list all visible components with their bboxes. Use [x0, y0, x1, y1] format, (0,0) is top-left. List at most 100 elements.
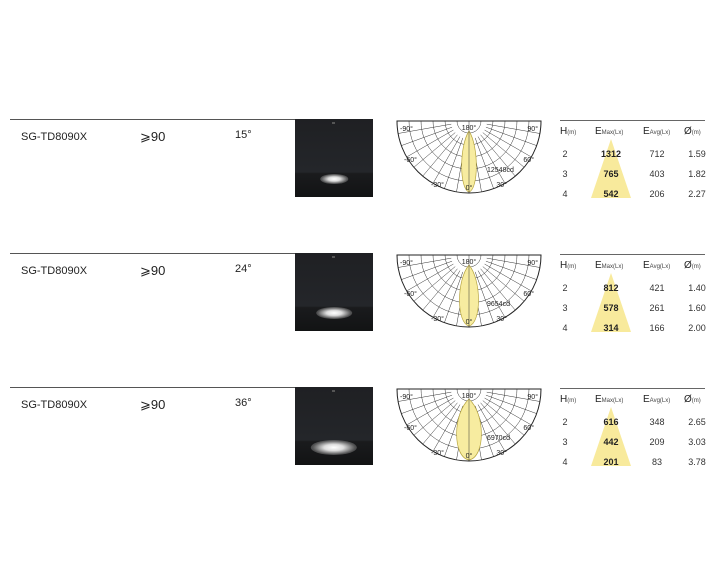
- table-rule: [560, 388, 705, 389]
- grid-radial: [422, 402, 458, 445]
- cell-height: 4: [562, 189, 568, 199]
- polar-label-right90: 90°: [527, 125, 538, 133]
- grid-radial: [484, 129, 532, 158]
- header-emax-unit: Max(Lx): [601, 398, 624, 404]
- polar-outline: [396, 388, 542, 462]
- model-number: SG-TD8090X: [21, 399, 88, 411]
- beam-photo: [295, 119, 373, 197]
- grid-radial: [401, 126, 453, 146]
- header-h: H(m): [560, 126, 576, 137]
- header-emax: EMax(Lx): [595, 394, 623, 405]
- cell-eavg: 261: [649, 303, 665, 313]
- grid-radial: [401, 260, 453, 280]
- grid-radial: [413, 266, 456, 302]
- illuminance-table: H(m) EMax(Lx) EAvg(Lx) Ø(m) 2 616 348 2.65 3…: [557, 387, 709, 467]
- cell-height: 2: [562, 149, 568, 159]
- header-h-label: H: [560, 260, 568, 271]
- header-dia-label: Ø: [684, 126, 692, 137]
- header-emax: EMax(Lx): [595, 126, 623, 137]
- polar-label-right30: 30°: [496, 315, 507, 323]
- product-row: SG-TD8090X ⩾90 24° 180° -90° 90° -60° 60° -30…: [0, 253, 727, 333]
- beam-angle: 36°: [235, 397, 252, 409]
- cell-eavg: 166: [649, 323, 665, 333]
- light-spot: [320, 174, 348, 184]
- fixture-dot: [332, 390, 335, 392]
- header-dia-unit: (m): [691, 398, 701, 404]
- polar-label-left90: -90°: [400, 259, 413, 267]
- grid-radial: [480, 402, 516, 445]
- product-row: SG-TD8090X ⩾90 15° 180° -90° 90° -60° 60° -30…: [0, 119, 727, 199]
- cell-diameter: 3.78: [688, 457, 706, 467]
- header-emax-label: E: [595, 260, 602, 271]
- fixture-dot: [332, 256, 335, 258]
- grid-radial: [398, 123, 452, 134]
- grid-radial: [413, 400, 456, 436]
- header-h: H(m): [560, 394, 576, 405]
- illuminance-cone: [591, 139, 631, 198]
- cell-diameter: 2.00: [688, 323, 706, 333]
- grid-radial: [406, 263, 454, 292]
- header-eavg: EAvg(Lx): [643, 126, 670, 137]
- divider: [10, 253, 296, 254]
- peak-intensity: 12548cd: [487, 167, 514, 174]
- polar-label-right60: 60°: [523, 424, 534, 432]
- grid-radial: [482, 400, 525, 436]
- illuminance-cone: [591, 407, 631, 466]
- grid-radial: [477, 136, 506, 184]
- cell-eavg: 348: [649, 417, 665, 427]
- header-eavg-unit: Avg(Lx): [649, 130, 671, 136]
- polar-diagram: 180° -90° 90° -60° 60° -30° 30° 0° 9654cd: [396, 254, 542, 328]
- cell-height: 4: [562, 457, 568, 467]
- grid-radial: [432, 136, 461, 184]
- cell-emax: 765: [603, 169, 619, 179]
- grid-radial: [482, 266, 525, 302]
- grid-radial: [480, 268, 516, 311]
- grid-radial: [406, 129, 454, 158]
- header-dia-label: Ø: [684, 260, 692, 271]
- grid-radial: [484, 263, 532, 292]
- header-emax: EMax(Lx): [595, 260, 623, 271]
- header-eavg-label: E: [643, 126, 650, 137]
- cri-value: ⩾90: [140, 129, 166, 144]
- cell-emax: 542: [603, 189, 619, 199]
- divider: [10, 119, 296, 120]
- polar-label-left90: -90°: [400, 393, 413, 401]
- grid-radial: [485, 126, 537, 146]
- grid-radial: [486, 123, 540, 134]
- peak-intensity: 9654cd: [487, 301, 510, 308]
- polar-label-top: 180°: [462, 124, 477, 132]
- cell-diameter: 2.65: [688, 417, 706, 427]
- grid-radial: [444, 271, 464, 323]
- polar-label-left60: -60°: [404, 156, 417, 164]
- beam-photo: [295, 387, 373, 465]
- header-h-unit: (m): [567, 398, 577, 404]
- cell-height: 3: [562, 169, 568, 179]
- cell-height: 3: [562, 437, 568, 447]
- grid-radial: [482, 132, 525, 168]
- polar-label-right90: 90°: [527, 393, 538, 401]
- model-number: SG-TD8090X: [21, 131, 88, 143]
- polar-outline: [396, 120, 542, 194]
- polar-label-right60: 60°: [523, 290, 534, 298]
- header-eavg-unit: Avg(Lx): [649, 398, 671, 404]
- polar-outline: [396, 254, 542, 328]
- polar-label-right90: 90°: [527, 259, 538, 267]
- cell-eavg: 403: [649, 169, 665, 179]
- cell-emax: 314: [603, 323, 619, 333]
- header-h: H(m): [560, 260, 576, 271]
- cone-shape: [591, 139, 631, 198]
- polar-label-left30: -30°: [431, 181, 444, 189]
- light-spot: [316, 307, 352, 319]
- illuminance-table: H(m) EMax(Lx) EAvg(Lx) Ø(m) 2 1312 712 1.59…: [557, 119, 709, 199]
- product-row: SG-TD8090X ⩾90 36° 180° -90° 90° -60° 60° -30…: [0, 387, 727, 467]
- illuminance-table: H(m) EMax(Lx) EAvg(Lx) Ø(m) 2 812 421 1.40 3…: [557, 253, 709, 333]
- header-diameter: Ø(m): [684, 126, 701, 137]
- header-emax-label: E: [595, 394, 602, 405]
- grid-radial: [486, 391, 540, 402]
- cone-shape: [591, 273, 631, 332]
- cell-emax: 1312: [600, 149, 622, 159]
- cell-diameter: 2.27: [688, 189, 706, 199]
- grid-radial: [444, 137, 464, 189]
- polar-label-zero: 0°: [466, 184, 473, 192]
- grid-radial: [413, 132, 456, 168]
